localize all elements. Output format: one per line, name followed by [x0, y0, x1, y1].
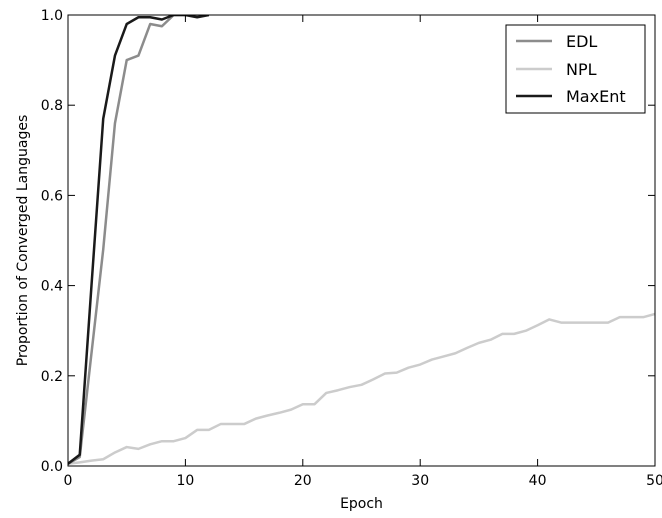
x-tick-label: 40: [529, 473, 547, 489]
series-line-maxent: [68, 15, 210, 465]
x-tick-label: 50: [646, 473, 662, 489]
y-tick-label: 0.0: [41, 459, 63, 475]
y-tick-label: 0.4: [41, 279, 63, 295]
plot-area-frame: [67, 14, 656, 467]
y-axis-title: Proportion of Converged Languages: [15, 115, 31, 366]
x-tick-label: 0: [64, 473, 73, 489]
y-tick-label: 1.0: [41, 8, 63, 24]
x-tick-label: 20: [294, 473, 312, 489]
legend-label-edl: EDL: [566, 32, 597, 51]
y-tick-label: 0.2: [41, 369, 63, 385]
legend-label-npl: NPL: [566, 60, 597, 79]
y-tick-label: 0.6: [41, 188, 63, 204]
y-tick-label: 0.8: [41, 98, 63, 114]
series-line-edl: [68, 15, 209, 465]
x-axis-title: Epoch: [340, 496, 383, 512]
series-line-npl: [68, 312, 655, 465]
x-tick-label: 10: [176, 473, 194, 489]
legend: EDL NPL MaxEnt: [505, 24, 646, 114]
legend-label-maxent: MaxEnt: [566, 87, 626, 106]
x-tick-label: 30: [411, 473, 429, 489]
